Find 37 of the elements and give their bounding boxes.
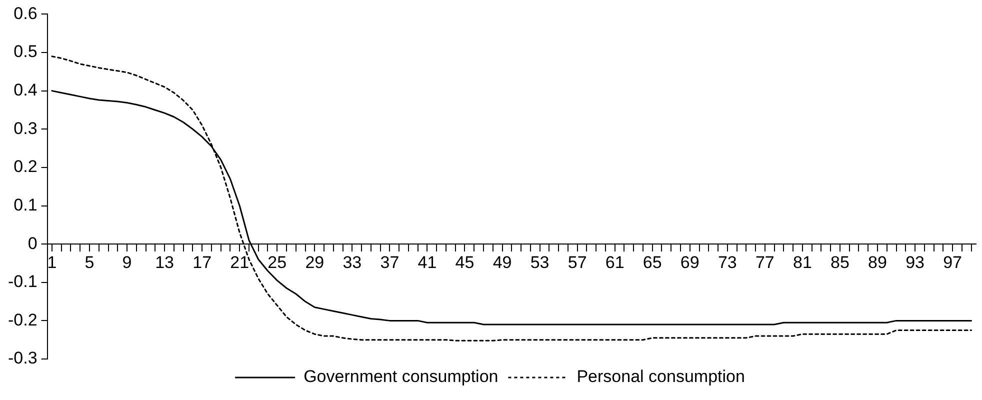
x-tick-label: 25	[268, 252, 287, 272]
x-tick-label: 65	[642, 252, 662, 272]
x-tick-label: 29	[305, 252, 324, 272]
x-tick-label: 13	[155, 252, 174, 272]
y-tick-label: 0.5	[14, 42, 38, 62]
x-tick-label: 89	[868, 252, 887, 272]
y-tick-label: 0.1	[14, 195, 38, 214]
x-tick-label: 33	[342, 252, 362, 272]
x-tick-label: 61	[605, 252, 624, 272]
x-tick-label: 41	[418, 252, 437, 272]
x-tick-label: 5	[84, 252, 94, 272]
legend-label: Personal consumption	[576, 367, 745, 386]
x-tick-label: 37	[380, 252, 400, 272]
x-tick-label: 53	[530, 252, 550, 272]
x-tick-label: 97	[943, 252, 962, 272]
y-tick-label: -0.2	[8, 310, 38, 330]
x-tick-label: 1	[47, 252, 57, 272]
x-tick-label: 73	[718, 252, 737, 272]
x-tick-label: 81	[792, 252, 812, 272]
x-tick-label: 9	[122, 252, 132, 272]
y-tick-label: -0.3	[8, 348, 38, 368]
x-tick-label: 93	[906, 252, 924, 272]
x-tick-label: 85	[830, 252, 850, 272]
y-tick-label: -0.1	[8, 272, 38, 292]
legend-label: Government consumption	[304, 367, 498, 386]
y-tick-label: 0.2	[14, 157, 38, 176]
x-tick-label: 45	[455, 252, 474, 272]
x-tick-label: 17	[192, 252, 212, 272]
x-tick-label: 21	[230, 252, 250, 272]
y-tick-label: 0.6	[14, 4, 38, 23]
x-tick-label: 69	[680, 252, 700, 272]
y-tick-label: 0	[28, 234, 38, 253]
x-tick-label: 49	[492, 252, 512, 272]
x-tick-label: 57	[568, 252, 587, 272]
y-tick-label: 0.4	[14, 80, 38, 100]
y-tick-label: 0.3	[14, 118, 38, 138]
x-tick-label: 77	[755, 252, 774, 272]
